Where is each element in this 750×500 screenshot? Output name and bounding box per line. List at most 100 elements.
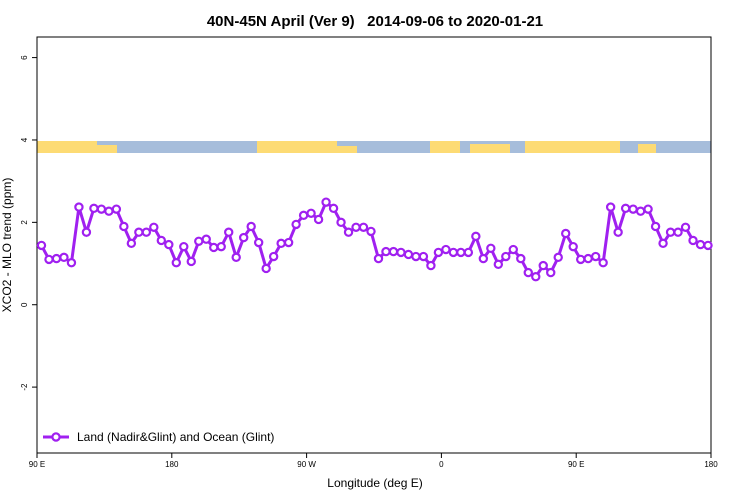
data-point [373, 253, 384, 264]
legend-label: Land (Nadir&Glint) and Ocean (Glint) [77, 430, 274, 444]
data-point [321, 197, 331, 207]
data-point [561, 228, 571, 239]
land-band [430, 141, 460, 153]
data-point [441, 244, 451, 255]
data-point [186, 256, 196, 267]
data-point [605, 202, 616, 212]
data-point [463, 247, 474, 258]
data-point [134, 227, 144, 237]
x-tick-label: 90 E [29, 460, 45, 469]
x-tick-label: 180 [704, 460, 718, 469]
land-ocean-band [37, 141, 711, 153]
data-point [366, 226, 376, 237]
y-tick-label: -2 [20, 383, 29, 391]
data-point [194, 236, 204, 246]
data-point [456, 247, 466, 258]
data-point [448, 247, 459, 258]
data-point [164, 239, 174, 250]
y-axis-label: XCO2 - MLO trend (ppm) [0, 178, 14, 313]
data-point [478, 253, 489, 264]
data-point [620, 203, 631, 214]
data-point [74, 202, 84, 212]
data-point [403, 249, 414, 260]
x-axis-label: Longitude (deg E) [327, 476, 422, 490]
x-tick-label: 180 [165, 460, 179, 469]
data-point [81, 227, 92, 237]
land-band [470, 144, 510, 153]
data-point [388, 246, 399, 257]
data-point [613, 227, 623, 237]
data-point [216, 241, 226, 252]
data-point [89, 203, 99, 214]
data-point [336, 217, 346, 228]
series-line [40, 199, 709, 279]
data-point [66, 258, 77, 268]
data-point [343, 227, 354, 237]
data-point [156, 235, 167, 246]
data-point [328, 203, 339, 214]
data-point [426, 260, 436, 271]
data-point [396, 247, 406, 258]
x-tick-label: 90 E [568, 460, 584, 469]
data-point [351, 222, 361, 232]
data-point [261, 263, 271, 274]
data-point [119, 221, 129, 232]
data-point [298, 210, 309, 221]
land-band [638, 144, 656, 153]
data-point [471, 231, 481, 242]
data-point [418, 251, 429, 262]
data-point [598, 258, 608, 268]
data-point [665, 227, 676, 237]
y-tick-label: 2 [20, 220, 29, 225]
data-point [313, 214, 324, 225]
data-point [531, 272, 541, 282]
data-point [104, 206, 114, 216]
data-point [590, 251, 601, 262]
data-point [575, 254, 586, 265]
data-point [508, 244, 518, 255]
y-tick-label: 6 [20, 55, 29, 60]
data-point [501, 251, 511, 262]
data-point [680, 222, 691, 232]
data-point [291, 219, 301, 230]
data-point [523, 267, 533, 278]
data-point [171, 258, 181, 268]
land-band [97, 145, 117, 153]
data-point [224, 227, 234, 237]
data-point [179, 241, 189, 252]
data-point [538, 260, 548, 271]
data-point [201, 234, 211, 244]
data-point [358, 222, 369, 232]
data-point [673, 227, 683, 237]
data-point [486, 243, 496, 253]
data-point [643, 204, 653, 214]
data-point [44, 254, 54, 265]
data-point [433, 247, 444, 258]
data-point [381, 246, 391, 257]
land-band [337, 146, 357, 153]
data-point [650, 221, 661, 232]
x-tick-label: 0 [439, 460, 444, 469]
data-point [231, 252, 241, 263]
x-tick-label: 90 W [297, 460, 316, 469]
data-point [695, 239, 706, 250]
legend-marker [51, 432, 61, 442]
data-point [568, 241, 578, 252]
data-point [583, 253, 593, 264]
data-point [283, 237, 294, 248]
data-point [253, 237, 264, 248]
chart-title: 40N-45N April (Ver 9) 2014-09-06 to 2020… [207, 13, 543, 30]
data-point [36, 240, 47, 251]
data-point [546, 267, 556, 278]
data-point [635, 206, 646, 216]
land-band [525, 141, 620, 153]
data-point [306, 208, 316, 218]
data-point [703, 240, 713, 251]
data-point [141, 227, 152, 237]
y-tick-label: 0 [20, 302, 29, 307]
data-point [246, 221, 256, 232]
data-point [411, 251, 421, 262]
data-point [111, 204, 122, 214]
data-point [553, 252, 563, 263]
data-point [628, 204, 638, 214]
